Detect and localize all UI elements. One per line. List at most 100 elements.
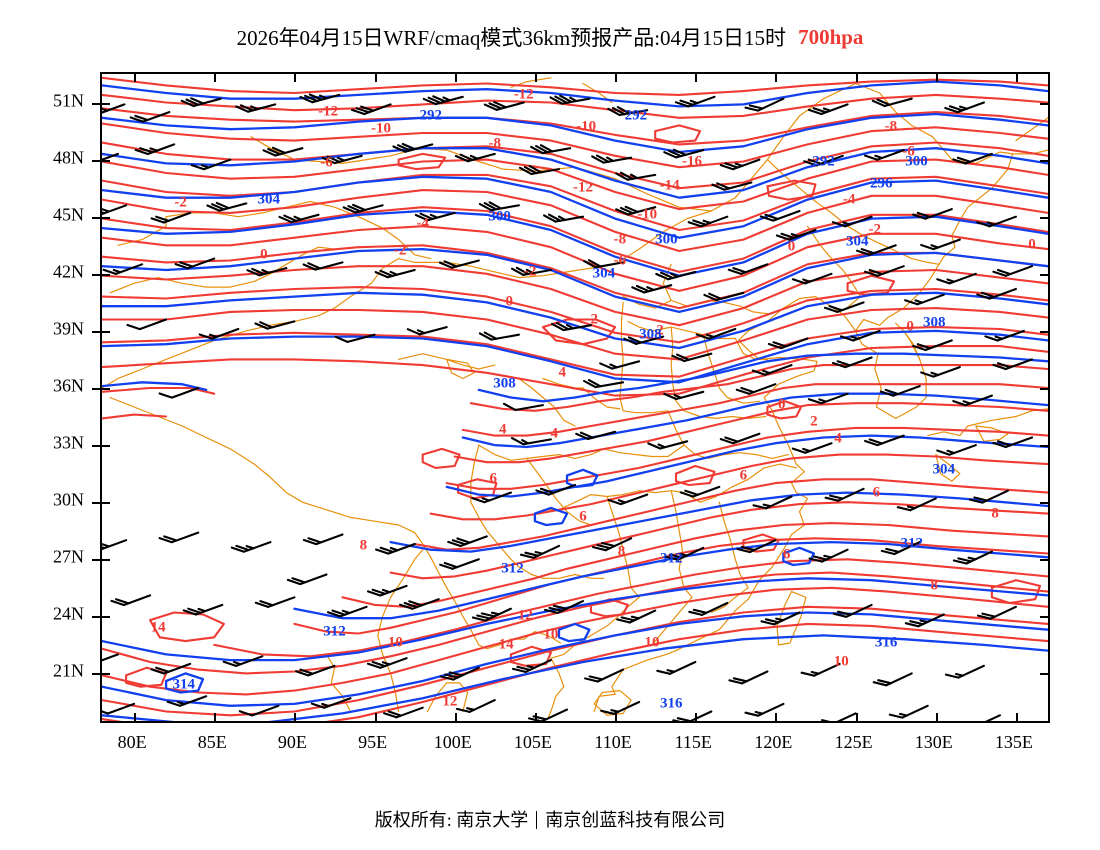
wind-barb: [180, 97, 222, 108]
temperature-contour: [674, 464, 716, 487]
height-contour: [102, 80, 1048, 108]
wind-barb: [583, 259, 625, 269]
temperature-contour-label: -4: [416, 215, 429, 232]
map-boundary-line: [683, 410, 767, 419]
y-axis-tick-outer: [92, 330, 102, 333]
temperature-contour: [541, 318, 617, 346]
y-axis-tick-outer: [92, 616, 102, 619]
chart-title: 2026年04月15日WRF/cmaq模式36km预报产品:04月15日15时 7…: [0, 22, 1100, 56]
height-contour: [102, 329, 1048, 384]
wind-barb: [439, 558, 480, 570]
wind-barb: [856, 244, 897, 256]
wind-barb: [414, 211, 456, 222]
map-boundary-line: [593, 690, 632, 716]
wind-barb: [800, 662, 841, 677]
wind-barb: [656, 660, 697, 675]
y-axis-tick-outer: [92, 273, 102, 276]
temperature-contour: [102, 605, 1048, 717]
map-boundary-line: [518, 377, 576, 427]
wind-barb: [679, 485, 721, 498]
height-contour: [102, 291, 1048, 350]
y-axis-tick-right: [1040, 616, 1048, 619]
height-contour: [782, 546, 816, 567]
wind-barb: [235, 103, 277, 113]
height-contour: [565, 468, 599, 489]
wind-barb: [591, 154, 633, 164]
x-axis-tick-top: [454, 74, 457, 82]
wind-barb: [744, 702, 785, 717]
wind-barb: [616, 609, 657, 624]
height-contour-label: 300: [488, 208, 511, 225]
temperature-contour-label: 6: [579, 508, 587, 525]
wind-barb: [299, 93, 341, 104]
x-axis-label: 85E: [197, 732, 227, 752]
wind-barb: [483, 101, 525, 111]
wind-barb: [302, 261, 344, 271]
temperature-contour: [990, 579, 1042, 605]
height-contour: [102, 209, 1048, 277]
temperature-contour-label: 6: [782, 546, 791, 563]
temperature-contour: [413, 478, 1048, 551]
footer-separator: [536, 811, 538, 829]
x-axis-label: 125E: [834, 732, 873, 752]
temperature-contour-label: 4: [499, 421, 507, 438]
temperature-contour-label: -14: [659, 177, 680, 194]
wind-barb: [535, 483, 577, 496]
y-axis-tick: [102, 445, 110, 448]
map-boundary-line: [975, 425, 1009, 442]
y-axis-tick-outer: [92, 445, 102, 448]
map-boundary-line: [446, 210, 712, 279]
wind-barb: [262, 146, 304, 157]
map-boundary-line: [398, 353, 496, 370]
wind-barb: [920, 238, 961, 251]
temperature-contour-label: 8: [359, 537, 368, 554]
temperature-contour: [445, 426, 1048, 490]
temperature-contour-label: -2: [174, 194, 187, 211]
wind-barb: [791, 272, 833, 285]
wind-barb: [254, 320, 296, 330]
wind-barb: [984, 329, 1025, 342]
wind-barb: [711, 181, 753, 191]
wind-barb: [543, 213, 585, 223]
x-axis-tick: [935, 713, 938, 721]
map-boundary-line: [478, 444, 605, 461]
wind-barb: [674, 95, 716, 108]
wind-barb: [102, 152, 120, 161]
wind-barb: [968, 489, 1009, 504]
temperature-contour-label: -10: [371, 120, 391, 137]
height-contour-label: 308: [639, 326, 662, 343]
y-axis-label: 21N: [53, 660, 84, 681]
height-contour: [445, 434, 1048, 498]
x-axis-label: 105E: [513, 732, 552, 752]
temperature-contour-label: 4: [550, 425, 558, 442]
wind-barb: [832, 603, 873, 618]
temperature-contour-label: -10: [576, 118, 597, 135]
temperature-contour: [102, 225, 1048, 292]
map-canvas: -12 -12 -10 -10 -8 -8 -6 -6 -16 -12 -14 -10 -2 -4 -8 -6…: [102, 74, 1048, 721]
x-axis-tick-top: [935, 74, 938, 82]
temperature-contour-label: 2: [590, 311, 598, 327]
title-level-text: 700hpa: [798, 24, 864, 49]
map-boundary-line: [109, 396, 432, 558]
y-axis-tick: [102, 559, 110, 562]
y-axis-label: 39N: [53, 318, 84, 339]
wind-barb: [511, 659, 552, 673]
wind-barb: [751, 364, 793, 376]
wind-barb: [615, 205, 657, 216]
map-boundary-line: [603, 444, 685, 458]
x-axis-tick-top: [374, 74, 377, 82]
y-axis-tick-right: [1040, 387, 1048, 390]
temperature-contour-label: 0: [778, 396, 786, 413]
wind-barb: [222, 655, 264, 667]
temperature-contour: [429, 453, 1048, 521]
map-boundary-line: [547, 657, 565, 720]
temperature-contour: [654, 124, 702, 144]
map-boundary-line: [377, 549, 424, 713]
y-axis-label: 30N: [53, 489, 84, 510]
height-contour: [557, 622, 591, 643]
temperature-contour-label: 0: [1028, 236, 1036, 253]
wind-barb: [326, 605, 368, 618]
x-axis-label: 120E: [754, 732, 793, 752]
wind-barb: [791, 442, 833, 454]
wind-barb: [134, 143, 176, 156]
